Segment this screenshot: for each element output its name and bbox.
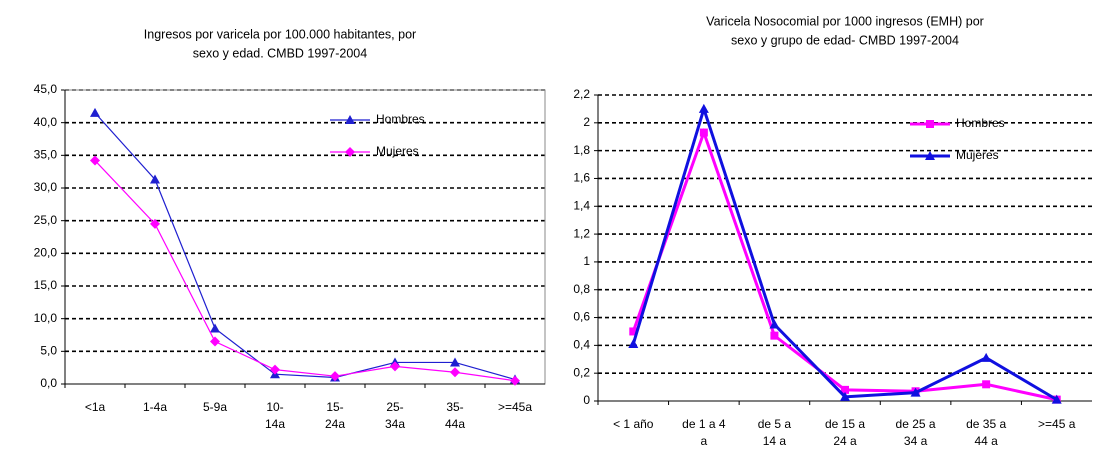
marker (150, 218, 160, 229)
chart-title: sexo y edad. CMBD 1997-2004 (193, 46, 367, 60)
marker (450, 357, 460, 367)
x-tick-label: de 25 a 34 a (896, 417, 936, 448)
chart-title: Varicela Nosocomial por 1000 ingresos (E… (706, 14, 984, 28)
y-tick-label: 0,6 (573, 310, 590, 324)
y-tick-label: 5,0 (40, 344, 57, 358)
y-tick-label: 0,8 (573, 282, 590, 296)
marker (1051, 394, 1062, 404)
y-tick-label: 25,0 (34, 213, 58, 227)
x-tick-label: de 35 a 44 a (966, 417, 1006, 448)
y-tick-label: 2,2 (573, 87, 590, 101)
marker (982, 380, 991, 389)
marker (210, 323, 220, 333)
y-tick-label: 1,6 (573, 171, 590, 185)
x-tick-label: >=45a (498, 400, 532, 414)
y-tick-label: 1,2 (573, 226, 590, 240)
legend-label: Mujeres (956, 148, 999, 162)
x-tick-label: 5-9a (203, 400, 227, 414)
marker (270, 364, 280, 375)
marker (510, 375, 520, 386)
x-tick-label: <1a (85, 400, 106, 414)
x-tick-label: 25-34a (385, 400, 405, 431)
y-tick-label: 0 (583, 393, 590, 407)
x-tick-label: < 1 año (613, 417, 654, 431)
marker (390, 361, 400, 372)
marker (925, 151, 935, 160)
y-tick-label: 0,0 (40, 376, 57, 390)
marker (910, 387, 921, 397)
x-tick-label: >=45 a (1038, 417, 1076, 431)
marker (698, 103, 709, 113)
marker (345, 115, 355, 124)
legend-label: Mujeres (376, 144, 419, 158)
marker (926, 120, 934, 128)
y-tick-label: 20,0 (34, 246, 58, 260)
chart-title: sexo y grupo de edad- CMBD 1997-2004 (731, 33, 959, 47)
y-tick-label: 10,0 (34, 311, 58, 325)
legend-label: Hombres (956, 116, 1005, 130)
x-tick-label: 1-4a (143, 400, 167, 414)
y-tick-label: 30,0 (34, 180, 58, 194)
marker (841, 385, 849, 394)
series-line (94, 112, 516, 381)
x-tick-label: 35-44a (445, 400, 465, 431)
marker (981, 352, 992, 362)
legend-label: Hombres (376, 112, 425, 126)
marker (90, 155, 100, 166)
y-tick-label: 1,8 (573, 143, 590, 157)
y-tick-label: 0,2 (573, 365, 590, 379)
y-tick-label: 15,0 (34, 278, 58, 292)
plot-border (64, 89, 546, 385)
marker (699, 128, 708, 137)
marker (840, 391, 850, 401)
x-tick-label: 15-24a (325, 400, 345, 431)
series-line (631, 128, 1058, 402)
y-tick-label: 1 (583, 254, 590, 268)
marker (450, 367, 460, 378)
y-tick-label: 0,4 (573, 338, 590, 352)
x-tick-label: 10-14a (265, 400, 285, 431)
marker (210, 336, 220, 347)
marker (628, 338, 639, 348)
x-tick-label: de 5 a 14 a (758, 417, 792, 448)
marker (150, 174, 160, 184)
marker (330, 371, 340, 382)
y-tick-label: 2 (583, 115, 590, 129)
marker (629, 327, 638, 336)
y-tick-label: 45,0 (34, 82, 58, 96)
marker (770, 331, 779, 340)
y-tick-label: 1,4 (573, 198, 590, 212)
y-tick-label: 40,0 (34, 115, 58, 129)
marker (90, 107, 100, 117)
y-tick-label: 35,0 (34, 148, 58, 162)
series-line (94, 160, 516, 382)
x-tick-label: de 15 a 24 a (825, 417, 865, 448)
marker (769, 319, 780, 329)
marker (345, 147, 355, 157)
chart-title: Ingresos por varicela por 100.000 habita… (144, 27, 416, 41)
